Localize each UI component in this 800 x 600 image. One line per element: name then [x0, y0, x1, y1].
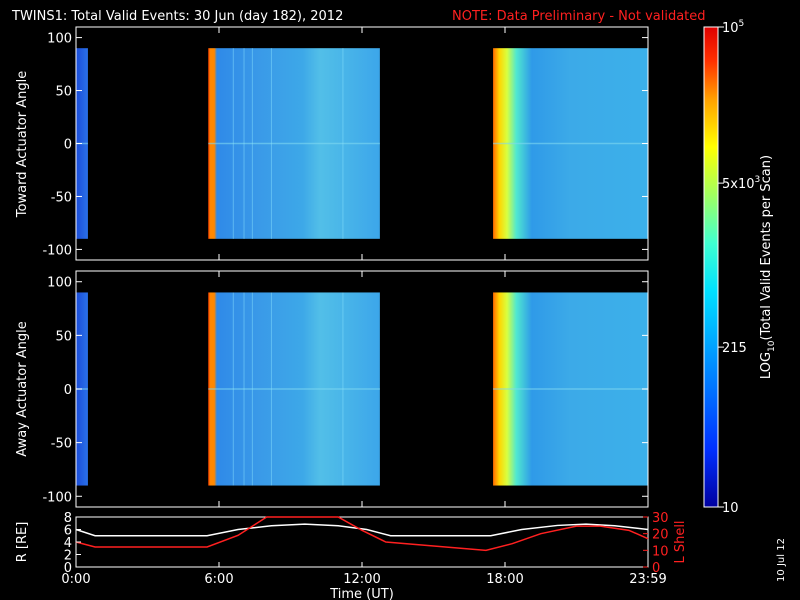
toward-heatmap-panel: 100 50 0 -50 -100 Toward Actuator Angle: [15, 26, 649, 261]
y-tick-label: 50: [55, 329, 72, 344]
y-tick-label: -50: [51, 190, 72, 205]
x-tick-label: 0:00: [61, 572, 90, 587]
y-tick-label-right: 0: [652, 561, 660, 576]
y-tick-label: 100: [47, 276, 72, 291]
lshell-line: [75, 516, 649, 552]
x-tick-label: 18:00: [486, 572, 523, 587]
y-tick-label: -100: [42, 490, 72, 505]
chart-note: NOTE: Data Preliminary - Not validated: [452, 9, 706, 24]
y-tick-label: 8: [64, 511, 72, 526]
toward-ylabel: Toward Actuator Angle: [15, 71, 30, 218]
y-tick-label: -100: [42, 243, 72, 258]
colorbar-tick-label: 105: [722, 19, 744, 36]
colorbar-label: LOG10(Total Valid Events per Scan): [759, 155, 777, 379]
orbit-ylabel-left: R [RE]: [15, 522, 30, 563]
chart-title: TWINS1: Total Valid Events: 30 Jun (day …: [11, 9, 343, 24]
y-tick-label: 4: [64, 536, 72, 551]
x-tick-label: 12:00: [343, 572, 380, 587]
colorbar-tick-label: 215: [722, 341, 747, 356]
away-heatmap-panel: 100 50 0 -50 -100 Away Actuator Angle: [15, 270, 649, 508]
colorbar-gradient: [703, 26, 719, 508]
y-tick-label: 0: [64, 138, 72, 153]
y-tick-label: 0: [64, 383, 72, 398]
y-tick-label: 50: [55, 85, 72, 100]
orbit-ylabel-right: L Shell: [673, 520, 688, 563]
side-date: 10 Jul 12: [776, 538, 787, 582]
y-tick-label: -50: [51, 437, 72, 452]
y-tick-label: 6: [64, 524, 72, 539]
y-tick-label-right: 20: [652, 528, 669, 543]
x-tick-label: 23:59: [629, 572, 666, 587]
y-tick-label-right: 30: [652, 511, 669, 526]
y-tick-label: 100: [47, 32, 72, 47]
y-tick-label-right: 10: [652, 544, 669, 559]
y-tick-label: 2: [64, 549, 72, 564]
colorbar: 105 5x103 215 10 LOG10(Total Valid Events p…: [703, 19, 777, 516]
orbit-xlabel: Time (UT): [329, 587, 394, 600]
y-tick-label: 0: [64, 561, 72, 576]
x-tick-label: 6:00: [204, 572, 233, 587]
radius-line: [75, 523, 649, 537]
away-ylabel: Away Actuator Angle: [15, 321, 30, 456]
colorbar-tick-label: 5x103: [722, 175, 760, 192]
colorbar-tick-label: 10: [722, 501, 739, 516]
